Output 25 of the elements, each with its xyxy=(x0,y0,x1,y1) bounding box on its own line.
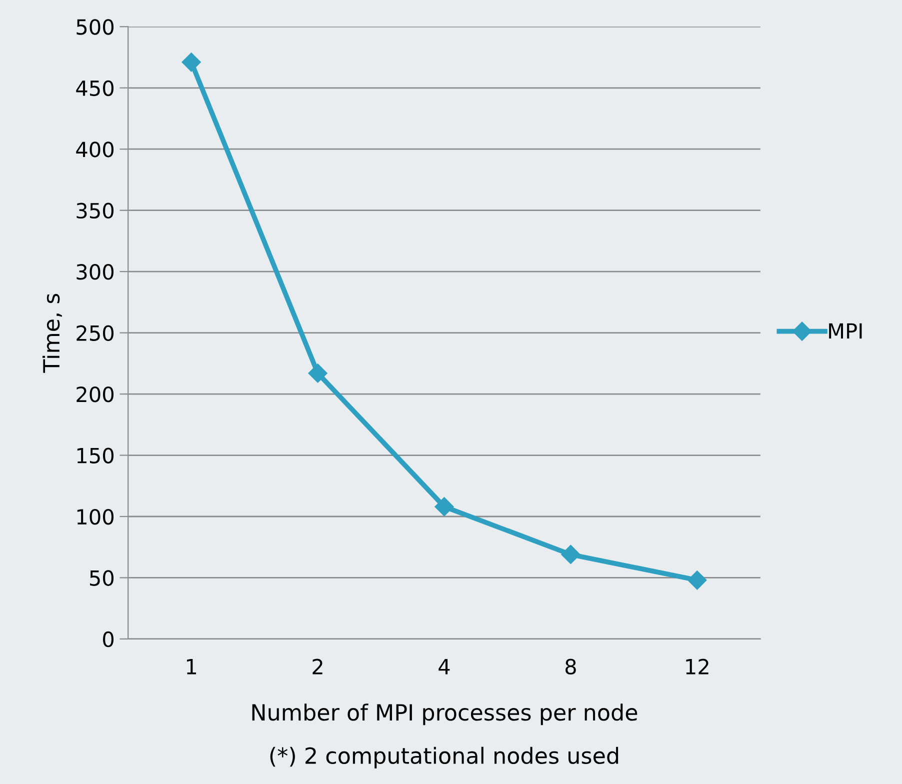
y-tick-label: 350 xyxy=(76,202,114,219)
text: (*) 2 computational nodes used xyxy=(270,746,618,768)
point xyxy=(182,52,201,72)
point xyxy=(688,570,707,590)
y-tick-label: 300 xyxy=(76,264,114,280)
y-tick-label: 150 xyxy=(77,448,114,464)
point xyxy=(308,364,328,383)
legend-label: MPI xyxy=(829,323,862,339)
y-tick-label: 400 xyxy=(76,142,114,158)
point xyxy=(434,497,454,516)
y-tick-label: 0 xyxy=(103,631,114,648)
x-tick-label: 2 xyxy=(312,658,322,674)
y-tick-label: 450 xyxy=(76,80,114,96)
point xyxy=(561,544,580,564)
y-tick-label: 100 xyxy=(77,508,114,525)
x-tick-label: 8 xyxy=(565,658,576,675)
y-tick-label: 50 xyxy=(90,570,114,586)
x-tick-label: 12 xyxy=(686,658,708,674)
y-axis-title: Time, s xyxy=(42,294,62,373)
x-tick-label: 4 xyxy=(438,659,450,674)
y-tick-label: 200 xyxy=(76,386,114,402)
x-tick-label: 1 xyxy=(186,659,196,674)
y-tick-label: 500 xyxy=(76,19,114,35)
y-tick-label: 250 xyxy=(76,325,114,342)
x-axis-title: Number of MPI processes per node xyxy=(252,704,638,726)
